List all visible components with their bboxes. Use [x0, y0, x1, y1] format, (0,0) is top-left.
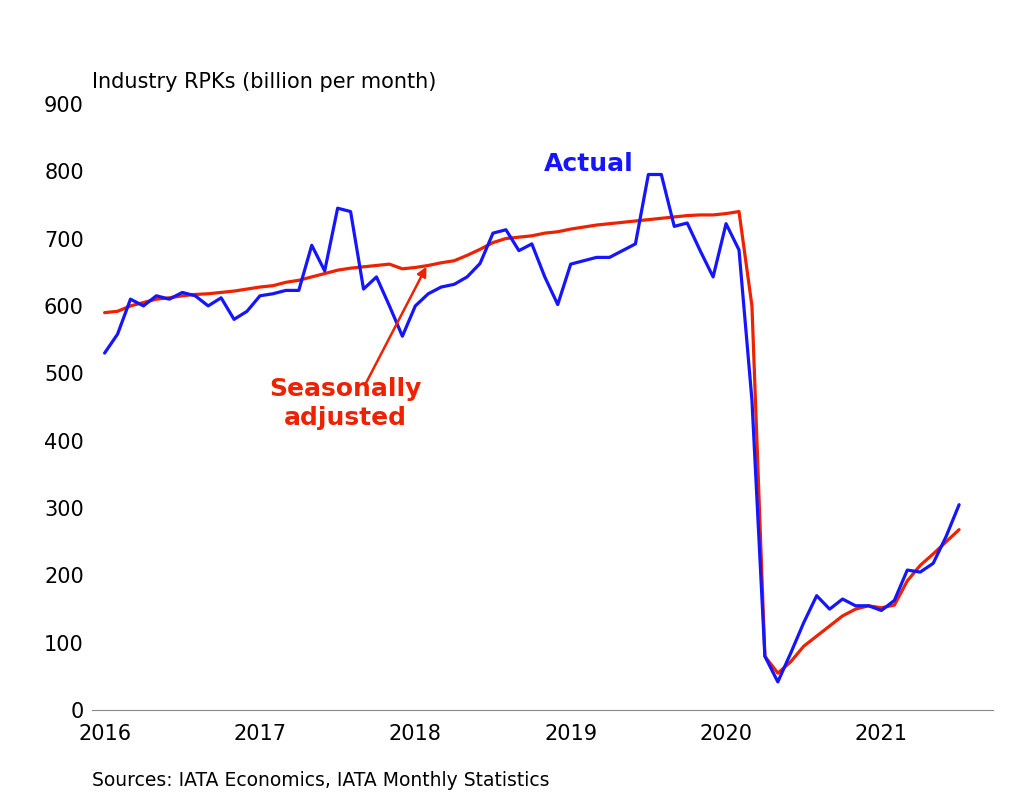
- Text: Seasonally
adjusted: Seasonally adjusted: [269, 377, 422, 430]
- Text: Actual: Actual: [545, 152, 634, 176]
- Text: Sources: IATA Economics, IATA Monthly Statistics: Sources: IATA Economics, IATA Monthly St…: [92, 771, 550, 790]
- Text: Industry RPKs (billion per month): Industry RPKs (billion per month): [92, 72, 436, 92]
